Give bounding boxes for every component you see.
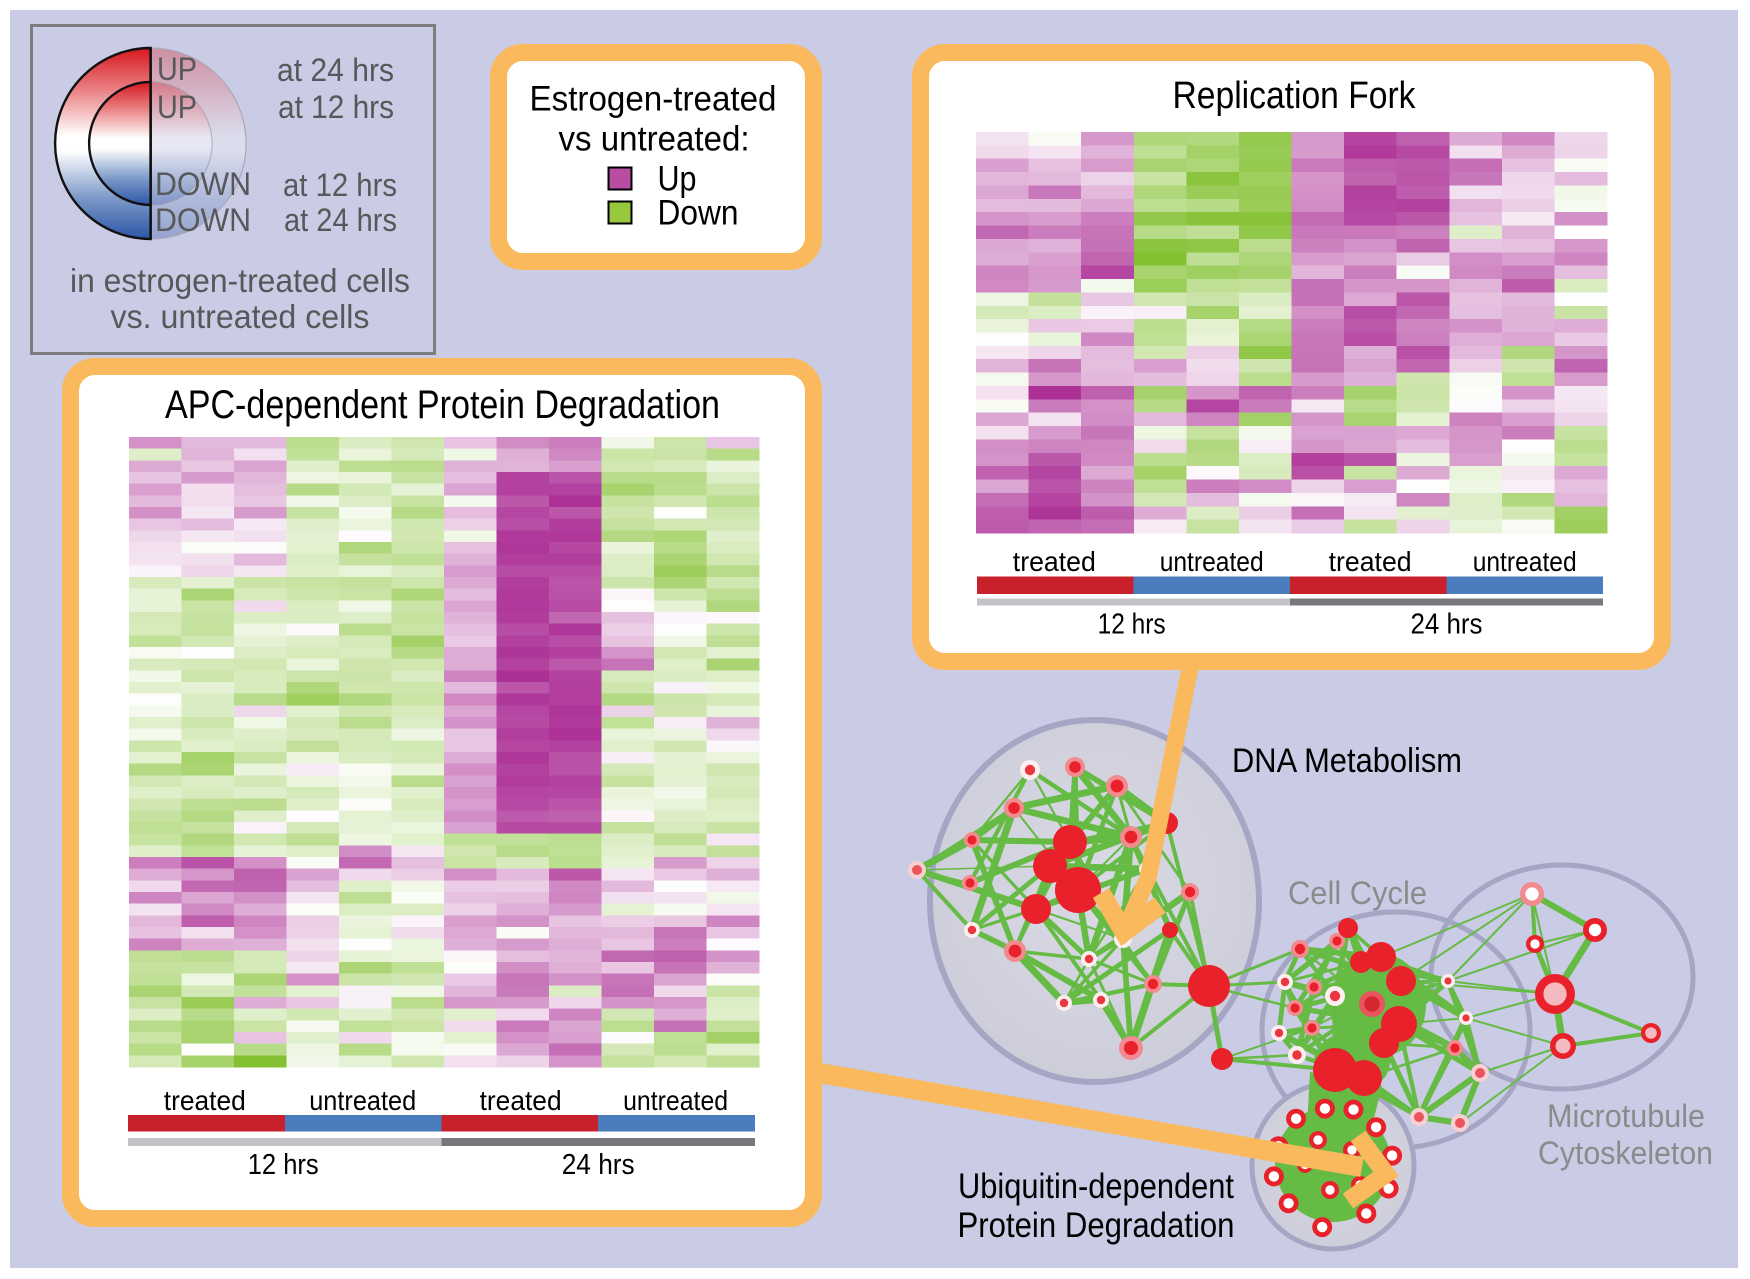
svg-text:12 hrs: 12 hrs bbox=[248, 1149, 319, 1181]
svg-text:Microtubule: Microtubule bbox=[1547, 1098, 1705, 1134]
svg-text:at 12 hrs: at 12 hrs bbox=[283, 167, 397, 203]
svg-text:untreated: untreated bbox=[623, 1085, 728, 1116]
svg-text:Protein Degradation: Protein Degradation bbox=[958, 1206, 1235, 1245]
svg-text:treated: treated bbox=[1013, 546, 1096, 577]
svg-text:untreated: untreated bbox=[309, 1085, 416, 1116]
svg-text:Cytoskeleton: Cytoskeleton bbox=[1538, 1135, 1713, 1171]
svg-text:untreated: untreated bbox=[1473, 546, 1577, 577]
svg-text:at 24 hrs: at 24 hrs bbox=[284, 202, 397, 238]
svg-text:at 12 hrs: at 12 hrs bbox=[278, 89, 394, 125]
svg-text:Ubiquitin-dependent: Ubiquitin-dependent bbox=[958, 1167, 1234, 1206]
svg-text:in estrogen-treated cells: in estrogen-treated cells bbox=[70, 262, 410, 299]
svg-text:Down: Down bbox=[658, 194, 739, 233]
svg-text:UP: UP bbox=[157, 89, 197, 125]
svg-text:12 hrs: 12 hrs bbox=[1098, 609, 1166, 641]
svg-text:vs untreated:: vs untreated: bbox=[559, 120, 750, 159]
svg-text:UP: UP bbox=[157, 51, 197, 87]
svg-text:Replication Fork: Replication Fork bbox=[1173, 75, 1417, 117]
svg-text:APC-dependent Protein Degradat: APC-dependent Protein Degradation bbox=[165, 383, 720, 427]
svg-text:Cell Cycle: Cell Cycle bbox=[1288, 875, 1427, 911]
svg-text:DOWN: DOWN bbox=[155, 202, 251, 238]
svg-text:Estrogen-treated: Estrogen-treated bbox=[530, 80, 777, 119]
svg-text:DNA Metabolism: DNA Metabolism bbox=[1232, 742, 1462, 780]
svg-text:vs. untreated cells: vs. untreated cells bbox=[111, 298, 370, 335]
svg-text:treated: treated bbox=[164, 1085, 246, 1116]
svg-text:24 hrs: 24 hrs bbox=[1411, 609, 1483, 641]
svg-text:untreated: untreated bbox=[1160, 546, 1264, 577]
svg-text:DOWN: DOWN bbox=[155, 166, 251, 202]
svg-text:24 hrs: 24 hrs bbox=[562, 1149, 635, 1181]
svg-text:treated: treated bbox=[1329, 546, 1412, 577]
svg-text:Up: Up bbox=[658, 160, 697, 199]
svg-text:treated: treated bbox=[480, 1085, 562, 1116]
svg-text:at 24 hrs: at 24 hrs bbox=[277, 52, 394, 88]
